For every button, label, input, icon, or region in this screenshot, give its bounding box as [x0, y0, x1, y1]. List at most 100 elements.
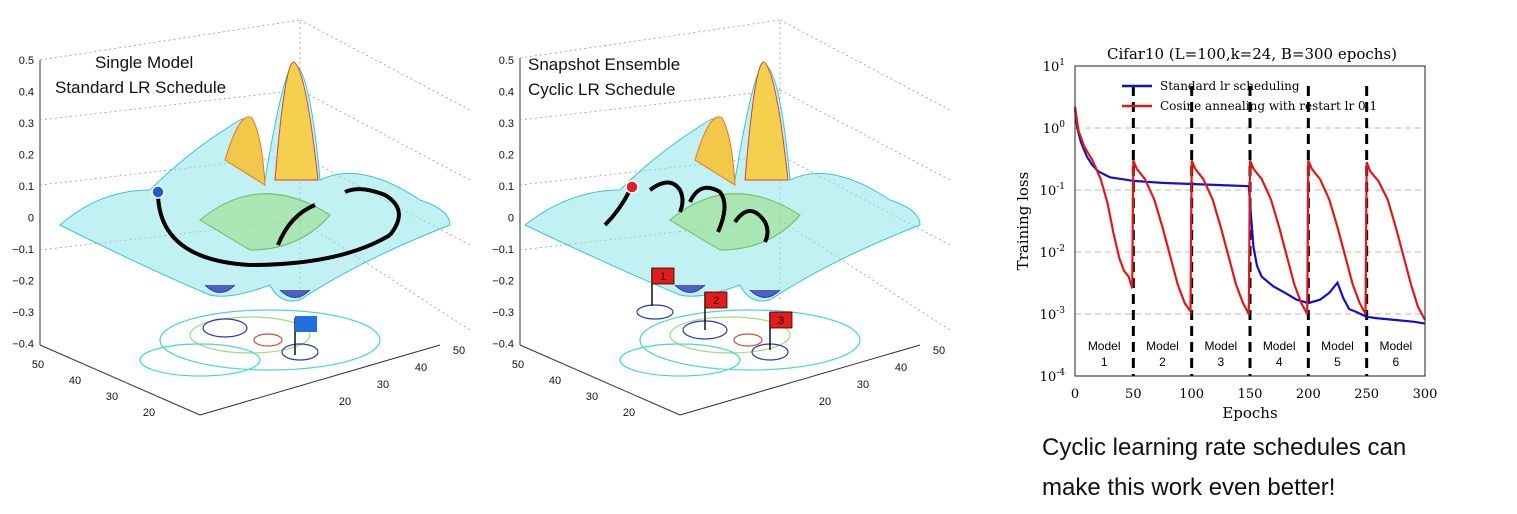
x-tick-label: 300	[1413, 387, 1438, 402]
plot-frame	[1074, 65, 1426, 377]
svg-text:Cosine annealing with restart: Cosine annealing with restart lr 0.1	[1160, 99, 1377, 113]
floor-contours	[139, 309, 381, 377]
model-label: Model 6	[1379, 339, 1412, 369]
right-floor-tick-label: 50	[933, 345, 945, 357]
model-label: Model 1	[1088, 339, 1121, 369]
svg-text:Model: Model	[1379, 339, 1412, 353]
svg-text:2: 2	[1159, 355, 1166, 369]
chart-title: Cifar10 (L=100,k=24, B=300 epochs)	[1107, 45, 1397, 63]
plot-title-line1: Single Model	[95, 53, 193, 72]
cyclic-trajectories	[603, 180, 770, 243]
training-loss-chart: Cifar10 (L=100,k=24, B=300 epochs) 0 50 10…	[1014, 45, 1438, 422]
floor-contours	[619, 304, 861, 377]
z-tick-label: 0.1	[499, 181, 514, 193]
series-line-1	[1073, 109, 1426, 325]
y-tick-label: 10-3	[1040, 306, 1066, 323]
y-tick-label: 10-1	[1040, 182, 1065, 199]
z-tick-label: 0.1	[19, 181, 34, 193]
svg-text:Model: Model	[1321, 339, 1354, 353]
right-floor-tick-label: 30	[377, 379, 389, 391]
left-floor-tick-label: 30	[586, 391, 598, 403]
model-label: Model 5	[1321, 339, 1354, 369]
snapshot-flag-1: 1	[651, 267, 675, 306]
right-floor-tick-labels: 20 30 40 50	[819, 345, 945, 408]
model-label: Model 3	[1204, 339, 1237, 369]
loss-surface-mesh	[524, 61, 921, 302]
y-tick-label: 10-4	[1040, 368, 1066, 385]
z-tick-label: 0.5	[19, 55, 34, 67]
plot-title-line2: Cyclic LR Schedule	[528, 80, 675, 99]
svg-text:Model: Model	[1263, 339, 1296, 353]
chart-series	[1073, 106, 1426, 325]
svg-text:Model: Model	[1088, 339, 1121, 353]
flag-number: 3	[778, 315, 784, 327]
start-marker	[625, 180, 639, 194]
z-tick-label: −0.3	[492, 307, 514, 319]
right-floor-tick-label: 40	[415, 362, 427, 374]
z-tick-label: −0.4	[12, 339, 34, 351]
z-tick-label: 0.4	[499, 87, 514, 99]
z-tick-label: 0.4	[19, 87, 34, 99]
y-tick-labels: 101 100 10-1 10-2 10-3 10-4	[1040, 58, 1066, 385]
plot-title-line1: Snapshot Ensemble	[528, 55, 680, 74]
snapshot-flag-2: 2	[704, 291, 728, 330]
z-tick-label: −0.3	[12, 307, 34, 319]
svg-text:1: 1	[1101, 355, 1108, 369]
left-floor-tick-label: 40	[549, 375, 561, 387]
left-floor-tick-label: 50	[512, 359, 524, 371]
flag-number: 2	[713, 295, 719, 307]
svg-text:4: 4	[1276, 355, 1283, 369]
start-marker	[151, 185, 165, 199]
left-floor-tick-label: 20	[143, 407, 155, 419]
y-axis-label: Training loss	[1014, 172, 1032, 271]
z-tick-label: 0.5	[499, 55, 514, 67]
svg-text:Standard lr scheduling: Standard lr scheduling	[1160, 79, 1300, 93]
plot-title-line2: Standard LR Schedule	[55, 78, 226, 97]
z-tick-label: −0.2	[12, 276, 34, 288]
right-floor-tick-label: 50	[453, 345, 465, 357]
x-axis-label: Epochs	[1222, 404, 1277, 422]
z-tick-label: −0.2	[492, 276, 514, 288]
caption: Cyclic learning rate schedules can make …	[1042, 428, 1512, 508]
loss-surface-mesh	[59, 61, 451, 302]
right-floor-tick-label: 30	[857, 379, 869, 391]
model-label: Model 4	[1263, 339, 1296, 369]
z-tick-label: −0.4	[492, 339, 514, 351]
z-tick-label: 0.3	[19, 118, 34, 130]
svg-text:Model: Model	[1204, 339, 1237, 353]
x-tick-label: 0	[1071, 387, 1079, 402]
left-floor-tick-label: 40	[69, 375, 81, 387]
y-tick-label: 101	[1043, 58, 1065, 75]
end-flag	[294, 316, 317, 355]
snapshot-flags: 1 2 3	[651, 267, 793, 350]
x-tick-label: 100	[1179, 387, 1204, 402]
x-tick-label: 250	[1354, 387, 1379, 402]
z-tick-labels: 0.5 0.4 0.3 0.2 0.1 0 −0.1 −0.2 −0.3 −0.4	[12, 55, 34, 351]
right-floor-tick-label: 20	[339, 396, 351, 408]
svg-text:Model: Model	[1146, 339, 1179, 353]
y-tick-label: 10-2	[1040, 244, 1065, 261]
caption-line1: Cyclic learning rate schedules can	[1042, 434, 1407, 461]
svg-text:6: 6	[1392, 355, 1399, 369]
left-floor-tick-label: 30	[106, 391, 118, 403]
caption-line2: make this work even better!	[1042, 474, 1336, 501]
z-tick-label: −0.1	[12, 244, 34, 256]
x-tick-label: 50	[1125, 387, 1142, 402]
series-line-2	[1073, 106, 1426, 321]
snapshot-flag-3: 3	[769, 311, 793, 350]
model-label: Model 2	[1146, 339, 1179, 369]
x-tick-label: 150	[1238, 387, 1263, 402]
z-tick-label: 0.2	[19, 150, 34, 162]
z-tick-label: 0	[508, 213, 514, 225]
model-labels: Model 1 Model 2 Model 3 Model 4 Model 5 Model 6	[1088, 339, 1412, 369]
legend-entry: Standard lr scheduling	[1122, 79, 1300, 93]
snapshot-ensemble-surface-plot: 0.5 0.4 0.3 0.2 0.1 0 −0.1 −0.2 −0.3 −0.4 1 2 3 50 4…	[492, 19, 951, 419]
left-floor-tick-label: 50	[32, 359, 44, 371]
left-floor-tick-labels: 50 40 30 20	[512, 359, 635, 419]
svg-text:3: 3	[1217, 355, 1224, 369]
right-floor-tick-labels: 20 30 40 50	[339, 345, 465, 408]
svg-text:5: 5	[1334, 355, 1341, 369]
right-floor-tick-label: 20	[819, 396, 831, 408]
z-tick-label: −0.1	[492, 244, 514, 256]
z-tick-label: 0	[28, 213, 34, 225]
